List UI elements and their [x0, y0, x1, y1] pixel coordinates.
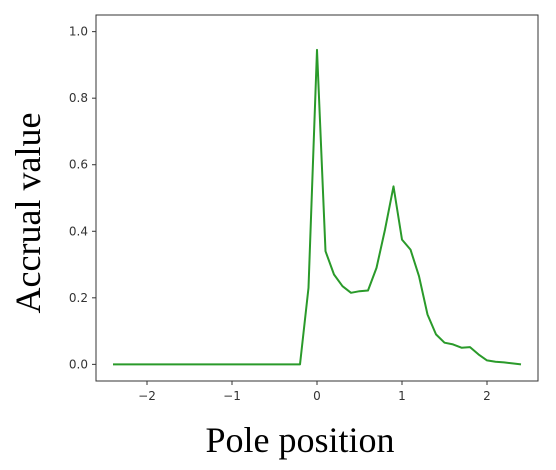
x-tick-label: −1 [223, 389, 241, 403]
series-line [113, 48, 522, 366]
x-axis-ticks: −2 −1 0 1 2 [138, 381, 491, 403]
y-axis-ticks: 0.0 0.2 0.4 0.6 0.8 1.0 [69, 25, 96, 371]
x-tick-label: 2 [483, 389, 491, 403]
x-axis-title: Pole position [205, 420, 394, 460]
x-tick-label: 1 [398, 389, 406, 403]
y-tick-label: 0.8 [69, 91, 88, 105]
y-axis-title: Accrual value [8, 113, 48, 314]
y-tick-label: 1.0 [69, 25, 88, 39]
y-tick-label: 0.2 [69, 291, 88, 305]
x-tick-label: −2 [138, 389, 156, 403]
y-tick-label: 0.4 [69, 224, 88, 238]
y-tick-label: 0.6 [69, 158, 88, 172]
x-tick-label: 0 [313, 389, 321, 403]
y-tick-label: 0.0 [69, 357, 88, 371]
series-layer [113, 48, 522, 366]
